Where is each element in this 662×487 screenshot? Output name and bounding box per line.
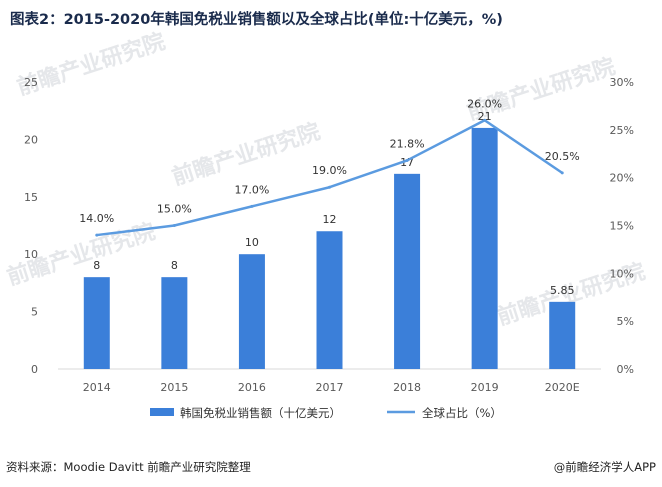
bar-value-label: 12 — [323, 213, 337, 226]
right-axis-tick: 0% — [617, 363, 634, 376]
legend-line-label: 全球占比（%） — [422, 406, 502, 420]
bar-value-label: 8 — [171, 259, 178, 272]
x-axis-tick: 2018 — [393, 381, 421, 394]
left-axis-tick: 25 — [24, 76, 38, 89]
chart-title: 图表2：2015-2020年韩国免税业销售额以及全球占比(单位:十亿美元，%) — [10, 12, 503, 28]
line-point — [483, 118, 487, 122]
line-value-label: 17.0% — [234, 183, 269, 196]
line-point — [405, 158, 409, 162]
bar-value-label: 5.85 — [550, 284, 575, 297]
source-note: 资料来源：Moodie Davitt 前瞻产业研究院整理 — [6, 460, 251, 474]
line-value-label: 15.0% — [157, 203, 192, 216]
left-axis-tick: 0 — [31, 363, 38, 376]
bar — [316, 231, 343, 369]
right-axis-tick: 20% — [610, 172, 634, 185]
watermark-text: 前瞻产业研究院 — [14, 28, 169, 100]
right-axis-tick: 5% — [617, 315, 634, 328]
line-point — [172, 224, 176, 227]
left-axis-tick: 15 — [24, 191, 38, 204]
bar — [471, 127, 498, 369]
x-axis-tick: 2016 — [238, 381, 266, 394]
x-axis-tick: 2014 — [83, 381, 111, 394]
left-axis-tick: 5 — [31, 306, 38, 319]
right-axis-tick: 10% — [610, 267, 634, 280]
line-point — [250, 204, 254, 208]
x-axis-tick: 2017 — [316, 381, 344, 394]
line-value-label: 21.8% — [390, 137, 425, 150]
right-axis-tick: 25% — [610, 124, 634, 137]
x-axis-tick: 2020E — [545, 381, 580, 394]
left-axis-tick: 20 — [24, 133, 38, 146]
left-axis-tick: 10 — [24, 248, 38, 261]
bar — [238, 254, 265, 369]
right-axis-ticks: 0% 5% 10% 15% 20% 25% 30% — [610, 76, 634, 376]
line-value-label: 20.5% — [545, 150, 580, 163]
line-point — [95, 233, 99, 237]
line-point — [328, 185, 331, 189]
right-axis-tick: 30% — [610, 76, 634, 89]
x-axis-tick: 2019 — [471, 381, 499, 394]
bar-value-label: 21 — [478, 110, 492, 123]
line-point — [560, 171, 564, 175]
legend-bar-swatch — [150, 408, 174, 416]
bar — [83, 277, 110, 369]
x-axis-tick: 2015 — [160, 381, 188, 394]
x-axis-ticks: 2014 2015 2016 2017 2018 2019 2020E — [83, 381, 580, 394]
bar — [394, 173, 421, 369]
bar-value-label: 10 — [245, 236, 259, 249]
line-value-label: 14.0% — [79, 212, 114, 225]
left-axis-ticks: 0 5 10 15 20 25 — [24, 76, 38, 376]
watermark-text: 前瞻产业研究院 — [169, 118, 324, 190]
bar — [549, 301, 576, 369]
bar — [161, 277, 188, 369]
right-axis-tick: 15% — [610, 220, 634, 233]
line-series: 14.0% 15.0% 17.0% 19.0% 21.8% 26.0% 20.5% — [79, 97, 580, 237]
credit-note: @前瞻经济学人APP — [553, 460, 656, 474]
line-value-label: 26.0% — [467, 97, 502, 110]
line-value-label: 19.0% — [312, 164, 347, 177]
legend: 韩国免税业销售额（十亿美元） 全球占比（%） — [150, 406, 502, 420]
legend-bar-label: 韩国免税业销售额（十亿美元） — [180, 406, 341, 420]
bar-value-label: 8 — [93, 259, 100, 272]
